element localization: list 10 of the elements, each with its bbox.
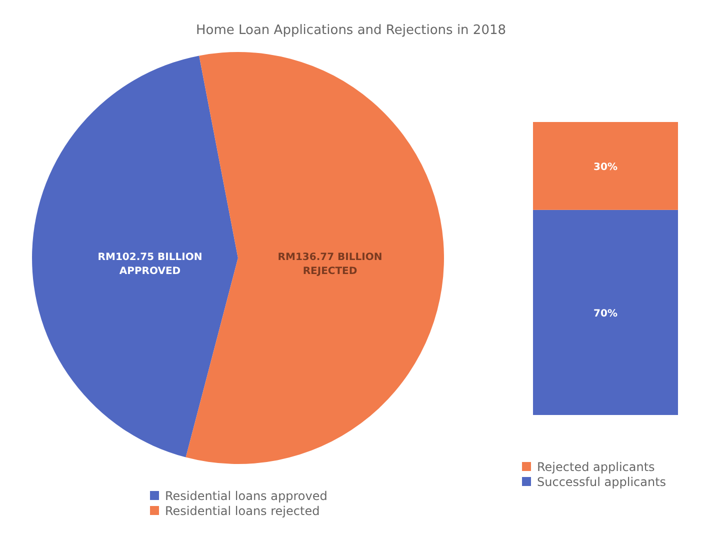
legend-label: Residential loans approved <box>165 489 328 503</box>
pie-slice <box>32 56 238 458</box>
legend-label: Residential loans rejected <box>165 504 320 518</box>
legend-label: Successful applicants <box>537 475 666 489</box>
data-label: 30% <box>594 162 618 173</box>
chart-title: Home Loan Applications and Rejections in 2018 <box>196 23 506 38</box>
data-label: RM136.77 BILLION REJECTED <box>278 252 382 277</box>
data-label: 70% <box>594 308 618 320</box>
legend-label: Rejected applicants <box>537 460 655 474</box>
data-label: RM102.75 BILLION APPROVED <box>98 252 202 277</box>
